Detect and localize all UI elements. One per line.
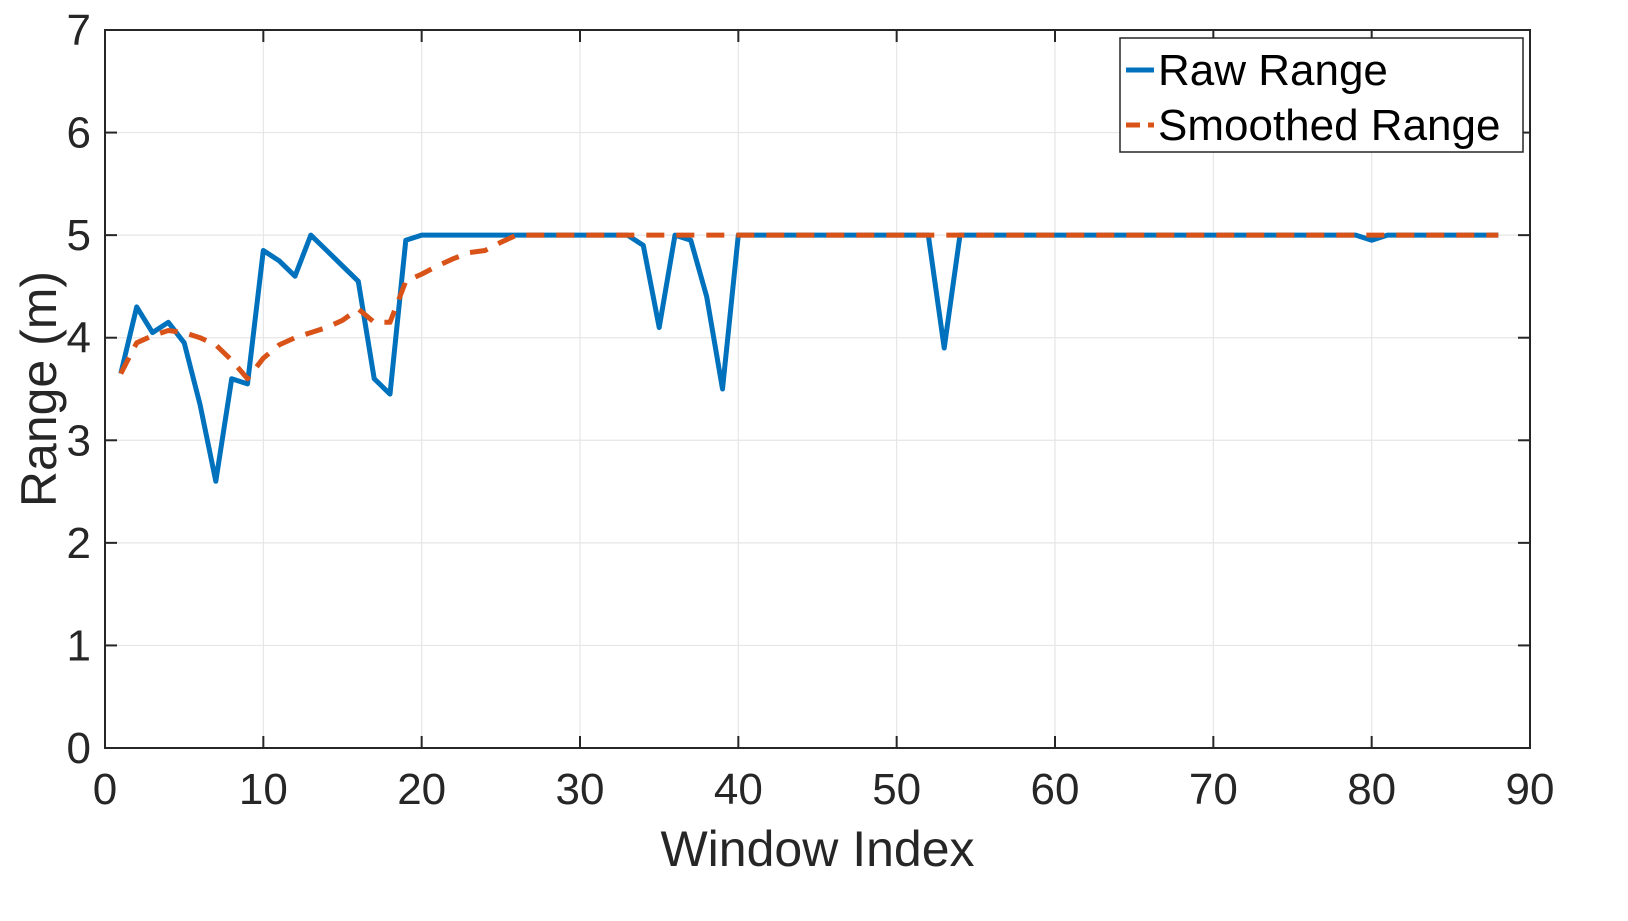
x-tick-label: 70: [1189, 765, 1238, 814]
legend-box: [1119, 37, 1524, 153]
series-line-smoothed-range: [118, 232, 1499, 382]
plot-area: [104, 29, 1531, 749]
x-tick-label: 30: [556, 765, 605, 814]
y-tick-label: 6: [67, 109, 91, 158]
y-tick-label: 7: [67, 6, 91, 55]
y-tick-label: 0: [67, 724, 91, 773]
series-lines: [118, 232, 1499, 484]
x-axis-label: Window Index: [660, 821, 974, 877]
y-tick-label: 1: [67, 621, 91, 670]
series-line-raw-range: [118, 232, 1499, 484]
x-tick-label: 0: [93, 765, 117, 814]
legend: Raw Range Smoothed Range: [1119, 37, 1524, 153]
axis-ticks: 0 10 20 30 40 50 60 70 80 90 0 1 2 3 4 5 6 7: [67, 6, 1555, 814]
x-tick-label: 10: [239, 765, 288, 814]
y-tick-label: 5: [67, 211, 91, 260]
y-tick-label: 4: [67, 314, 91, 363]
x-tick-label: 20: [397, 765, 446, 814]
y-tick-label: 3: [67, 416, 91, 465]
x-tick-label: 90: [1506, 765, 1555, 814]
x-tick-label: 80: [1347, 765, 1396, 814]
y-tick-label: 2: [67, 519, 91, 568]
legend-label-smoothed-range: Smoothed Range: [1158, 101, 1500, 150]
legend-label-raw-range: Raw Range: [1158, 46, 1388, 95]
x-tick-label: 60: [1031, 765, 1080, 814]
x-tick-label: 50: [872, 765, 921, 814]
x-tick-label: 40: [714, 765, 763, 814]
y-axis-label: Range (m): [11, 271, 67, 507]
